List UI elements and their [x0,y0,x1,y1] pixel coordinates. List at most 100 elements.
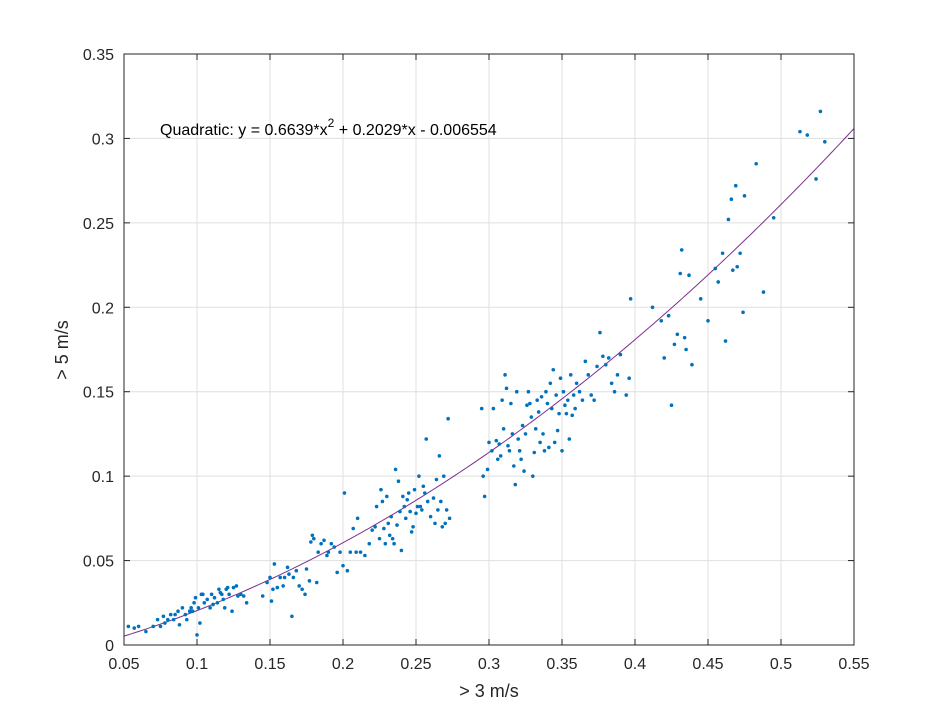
data-point [136,624,141,629]
data-point [446,416,450,421]
data-point [624,393,629,397]
data-point [158,624,163,629]
data-point [422,491,427,495]
data-point [338,550,342,554]
x-tick-label: 0.35 [546,656,577,673]
data-point [571,393,576,397]
data-point [495,457,500,462]
data-point [195,633,199,637]
data-point [202,600,207,605]
data-point [545,401,550,406]
data-points [126,109,827,637]
data-point [389,514,393,519]
data-point [196,606,201,610]
data-point [675,332,680,337]
y-tick-label: 0.35 [83,47,114,64]
data-point [415,504,420,509]
data-point [325,553,329,558]
data-point [444,508,449,512]
data-point [190,609,195,614]
x-tick-label: 0.15 [254,656,285,673]
data-point [516,437,520,441]
data-point [409,530,414,534]
data-point [275,585,280,590]
data-point [561,389,566,394]
data-point [183,612,188,617]
data-point [563,403,567,408]
data-point [535,398,539,402]
fit-equation-annotation: Quadratic: y = 0.6639*x2 + 0.2029*x - 0.… [160,116,497,139]
data-point [566,398,570,402]
data-point [418,504,423,509]
data-point [687,273,691,278]
data-point [441,474,446,478]
data-point [517,449,522,453]
data-point [604,362,608,367]
data-point [161,614,166,619]
y-tick-label: 0.1 [92,469,114,486]
data-point [222,606,227,610]
y-axis-label: > 5 m/s [52,320,72,380]
data-point [650,305,655,310]
data-point [798,129,802,134]
data-point [303,592,307,597]
data-point [612,389,617,394]
data-point [538,440,542,445]
fit-curve-group [123,128,855,637]
data-point [393,467,398,472]
data-point [544,389,548,394]
data-point [440,525,445,529]
x-tick-label: 0.4 [624,656,646,673]
data-point [682,335,687,340]
data-point [479,406,484,411]
data-point [395,523,399,527]
data-point [818,109,823,114]
data-point [335,570,339,575]
data-point [564,411,569,416]
data-point [198,621,202,625]
data-point [548,381,553,386]
data-point [177,622,182,627]
data-point [171,617,176,622]
data-point [669,403,674,408]
data-point [405,497,410,502]
data-point [272,562,277,566]
data-point [398,509,402,514]
data-point [523,432,528,436]
data-point [823,140,827,144]
y-tick-label: 0.3 [92,131,114,148]
data-point [567,437,572,441]
data-point [433,521,437,526]
data-point [436,508,440,512]
data-point [310,533,315,538]
data-point [533,427,538,431]
data-point [221,597,226,602]
x-tick-label: 0.5 [770,656,792,673]
data-point [312,536,316,541]
data-point [401,494,405,499]
data-point [230,609,234,614]
data-point [180,606,185,610]
data-point [332,545,337,549]
data-point [487,440,491,445]
data-point [269,599,274,603]
data-point [536,410,541,414]
data-point [609,381,614,386]
data-point [428,514,433,519]
data-point [421,484,426,489]
data-point [684,347,688,352]
data-point [573,406,577,411]
data-point [380,499,385,504]
data-point [297,584,302,588]
data-point [208,606,212,610]
data-point [358,550,363,554]
data-point [212,595,217,600]
data-point [601,354,605,359]
data-point [690,362,694,367]
data-point [437,454,442,458]
data-point [500,398,504,402]
data-point [193,595,198,600]
x-tick-label: 0.1 [186,656,208,673]
data-point [387,533,392,538]
data-point [396,479,401,484]
